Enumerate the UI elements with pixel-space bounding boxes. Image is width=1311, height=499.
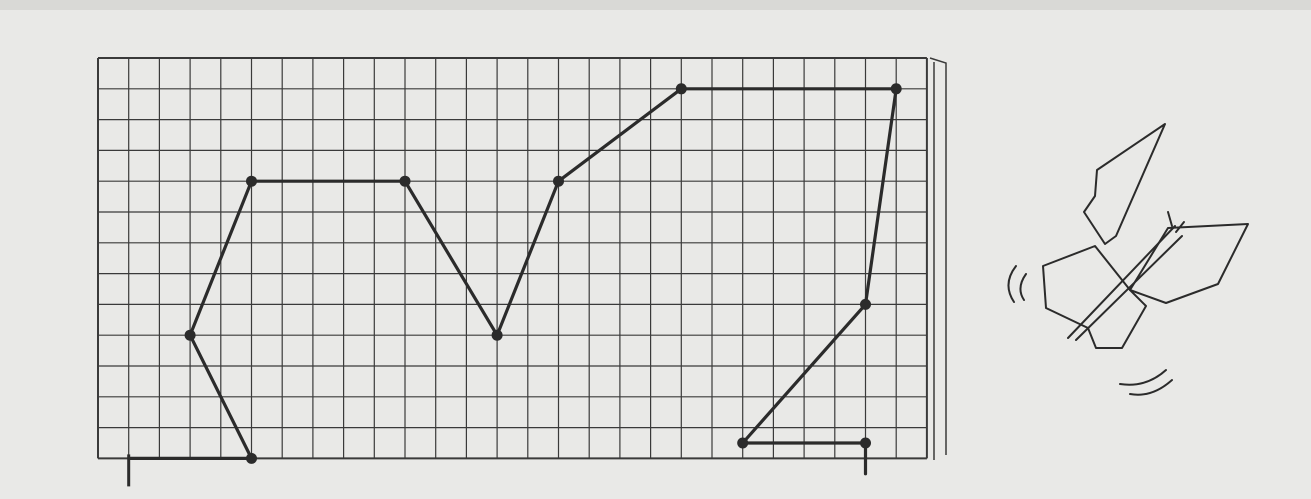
vertex-dot xyxy=(860,437,871,449)
grid xyxy=(97,57,928,460)
vertex-dot xyxy=(184,329,196,341)
vertex-dot xyxy=(890,83,902,95)
vertex-dot xyxy=(399,175,411,187)
vertex-dots xyxy=(184,83,902,464)
vertex-dot xyxy=(246,175,257,187)
vertex-dot xyxy=(737,437,749,449)
vertex-dot xyxy=(553,175,564,187)
vertex-dot xyxy=(491,329,503,341)
vertex-dot xyxy=(246,452,257,464)
paper-edge-shadow xyxy=(0,0,1311,10)
vertex-dot xyxy=(860,298,871,310)
butterfly-icon xyxy=(1007,123,1249,396)
page-edge-lines xyxy=(929,57,947,460)
vertex-dot xyxy=(675,83,687,95)
